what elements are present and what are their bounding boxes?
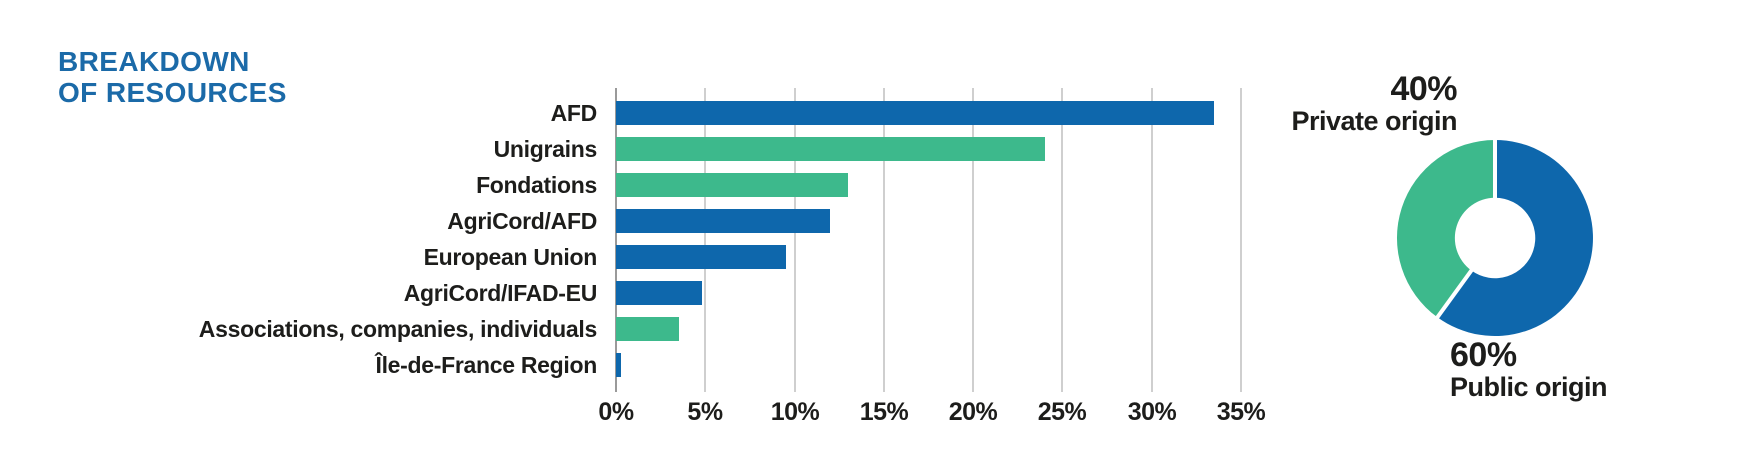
donut-slice [1437,140,1593,336]
category-label: AFD [550,100,598,126]
category-label: Île-de-France Region [375,352,598,378]
x-tick-label: 35% [1216,398,1266,426]
bar [616,137,1045,161]
x-tick-label: 0% [598,398,634,426]
zero-gridline [615,88,617,392]
gridline [972,88,974,392]
category-label: AgriCord/IFAD-EU [403,280,598,306]
gridline [1061,88,1063,392]
x-tick-label: 10% [770,398,820,426]
category-label: European Union [423,244,598,270]
x-tick-label: 5% [687,398,723,426]
category-label: AgriCord/AFD [447,208,597,234]
gridline [794,88,796,392]
category-label: Unigrains [493,136,598,162]
page-title: BREAKDOWN OF RESOURCES [58,46,287,108]
bar [616,353,622,377]
bar [616,317,679,341]
private-origin-label: 40% Private origin [1291,72,1457,136]
bar [616,173,849,197]
gridline [704,88,706,392]
public-origin-percent: 60% [1450,336,1517,374]
category-label: Associations, companies, individuals [198,316,598,342]
x-tick-label: 25% [1037,398,1087,426]
page-title-line1: BREAKDOWN [58,46,250,77]
bar [616,245,786,269]
public-origin-label: 60% Public origin [1450,336,1608,402]
private-origin-percent: 40% [1390,70,1457,108]
bar [616,209,831,233]
donut-slice [1396,140,1495,318]
bar [616,101,1215,125]
private-origin-text: Private origin [1291,106,1457,136]
bar [616,281,702,305]
bar-chart-plot-area: 0% 5% 10% 15% 20% 25% 30% 35% [598,88,1266,426]
x-tick-label: 20% [948,398,998,426]
page-title-line2: OF RESOURCES [58,77,287,108]
x-tick-label: 15% [859,398,909,426]
donut-chart [1396,138,1593,336]
category-label: Fondations [476,172,597,198]
bar-chart-category-labels: AFD Unigrains Fondations AgriCord/AFD Europe… [0,88,598,392]
gridline [1151,88,1153,392]
donut-slice-separator [1434,236,1497,321]
public-origin-text: Public origin [1450,372,1608,402]
gridline [1240,88,1242,392]
gridline [883,88,885,392]
x-tick-label: 30% [1127,398,1177,426]
